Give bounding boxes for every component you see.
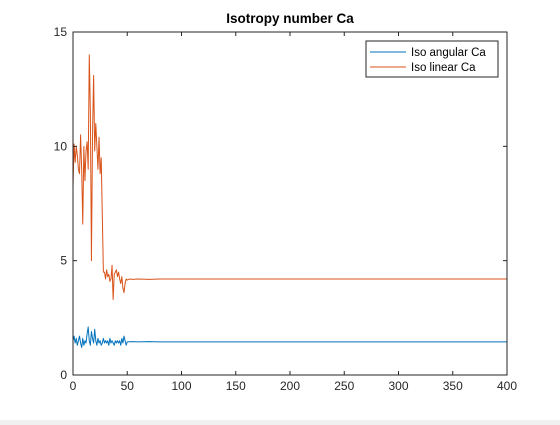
axes-background xyxy=(73,32,507,375)
chart-legend[interactable]: Iso angular Ca Iso linear Ca xyxy=(365,40,499,78)
y-tick-label: 0 xyxy=(60,368,67,382)
x-tick-label: 50 xyxy=(121,379,135,393)
x-tick-label: 150 xyxy=(226,379,246,393)
x-tick-label: 300 xyxy=(388,379,408,393)
x-tick-label: 400 xyxy=(497,379,517,393)
legend-box xyxy=(365,40,499,78)
chart-title: Isotropy number Ca xyxy=(226,11,354,26)
x-axis-ticks: 0 50 100 150 200 250 300 350 400 xyxy=(70,32,517,393)
y-tick-label: 10 xyxy=(54,139,68,153)
series-line-1 xyxy=(72,326,507,349)
y-tick-label: 15 xyxy=(54,25,68,39)
x-tick-label: 0 xyxy=(70,379,77,393)
legend-label-2: Iso linear Ca xyxy=(411,62,476,74)
y-axis-ticks: 0 5 10 15 xyxy=(54,25,507,382)
x-tick-label: 100 xyxy=(171,379,191,393)
x-tick-label: 350 xyxy=(443,379,463,393)
series-line-2 xyxy=(72,54,507,301)
series-layer xyxy=(72,54,507,349)
y-tick-label: 5 xyxy=(60,254,67,268)
x-tick-label: 200 xyxy=(280,379,300,393)
x-tick-label: 250 xyxy=(334,379,354,393)
legend-label-1: Iso angular Ca xyxy=(411,47,486,59)
